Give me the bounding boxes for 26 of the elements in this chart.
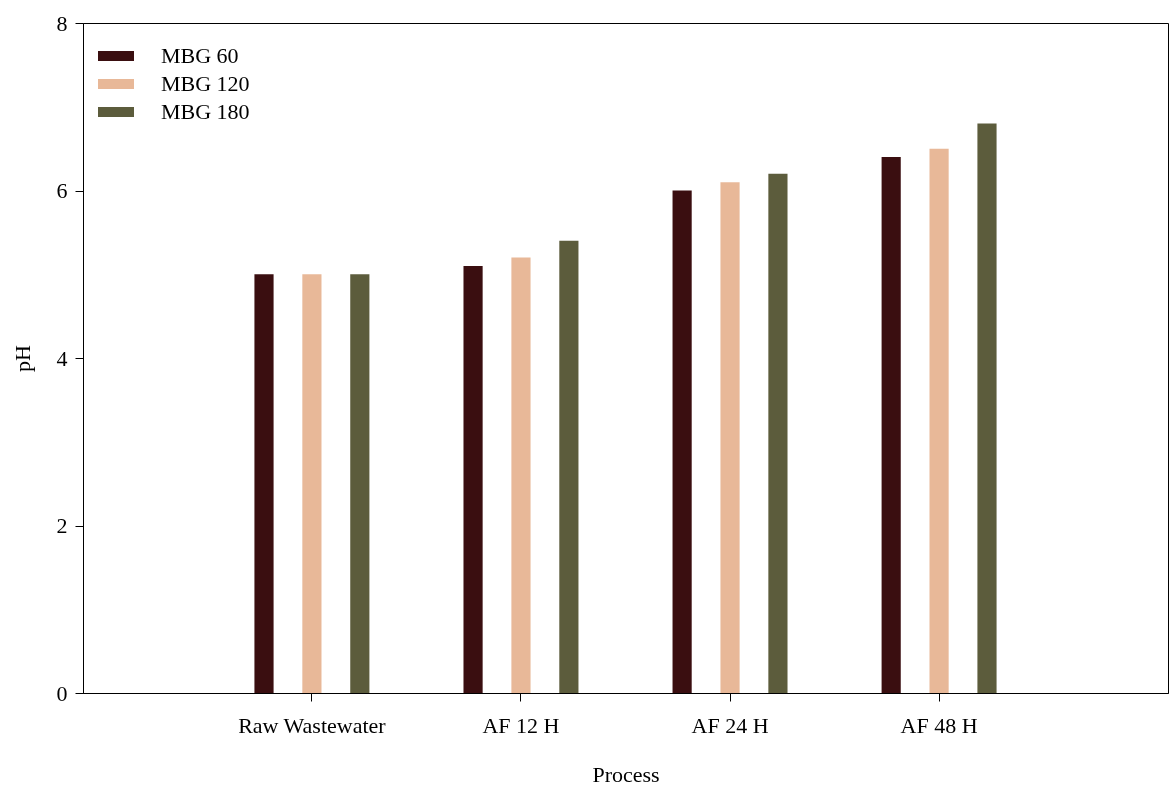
bar <box>977 123 997 693</box>
x-tick-label: AF 24 H <box>691 712 769 738</box>
legend-label: MBG 120 <box>161 71 250 96</box>
y-tick-label: 0 <box>56 680 68 706</box>
y-tick-label: 2 <box>56 513 68 538</box>
bar <box>881 157 901 693</box>
x-axis-title: Process <box>592 761 660 787</box>
x-tick-label: AF 12 H <box>482 712 560 738</box>
bar <box>511 257 531 693</box>
legend-label: MBG 60 <box>161 43 239 68</box>
y-axis-title: pH <box>9 344 35 372</box>
bar <box>720 182 740 693</box>
bar <box>350 274 370 693</box>
bar <box>463 265 483 693</box>
bar <box>559 240 579 693</box>
legend-label: MBG 180 <box>161 99 250 124</box>
x-tick-label: Raw Wastewater <box>238 712 387 738</box>
bar <box>768 173 788 693</box>
bar <box>254 274 274 693</box>
bar <box>672 190 692 693</box>
bar <box>302 274 322 693</box>
bar <box>929 148 949 693</box>
y-tick-label: 8 <box>56 10 68 36</box>
y-tick-label: 6 <box>56 178 68 203</box>
x-tick-label: AF 48 H <box>900 712 978 738</box>
y-tick-label: 4 <box>56 345 68 371</box>
